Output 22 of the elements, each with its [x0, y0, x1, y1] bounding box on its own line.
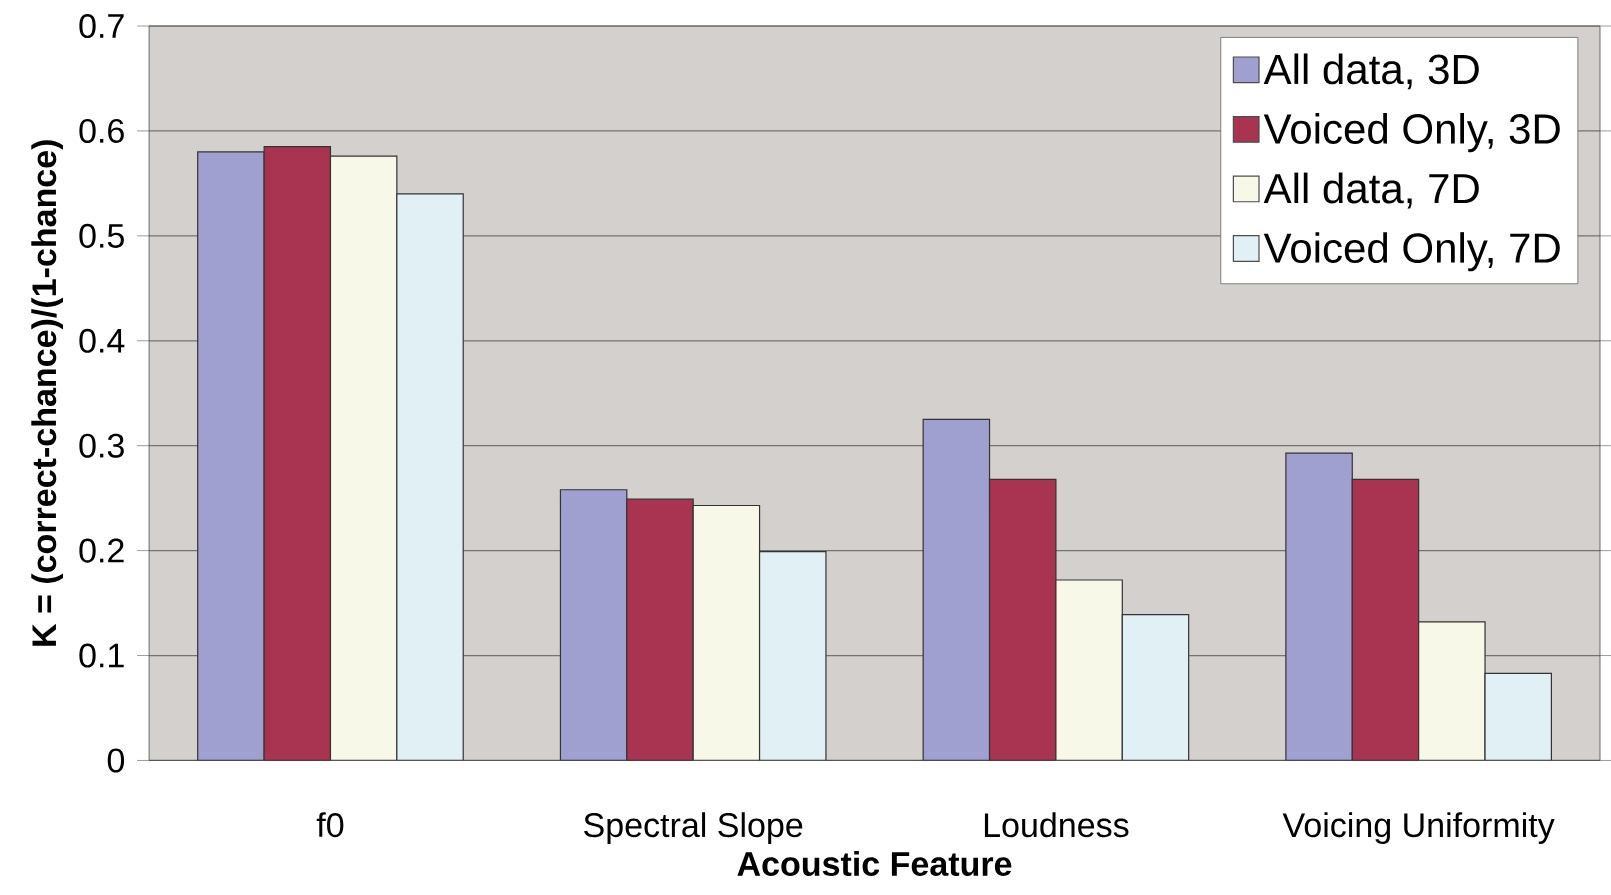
- x-tick-label: Loudness: [984, 812, 1129, 838]
- y-tick-label: 0.4: [79, 328, 125, 354]
- bar: [626, 498, 694, 761]
- y-tick-label: 0.6: [79, 119, 124, 144]
- legend-label: Voiced Only, 7D: [1263, 232, 1560, 272]
- legend-label: Voiced Only, 3D: [1263, 113, 1560, 153]
- y-axis-title: K = (correct-chance)/(1-chance): [31, 140, 63, 646]
- x-tick-label: f0: [316, 812, 344, 838]
- x-tick-label: Voicing Uniformity: [1282, 812, 1555, 845]
- y-tick-label: 0.5: [79, 224, 124, 249]
- bar: [1351, 478, 1420, 761]
- y-tick-label: 0.1: [79, 643, 124, 668]
- y-tick-label: 0.2: [79, 538, 124, 563]
- legend-label: All data, 7D: [1263, 172, 1479, 209]
- legend-label: All data, 3D: [1263, 53, 1479, 90]
- y-tick-label: 0.7: [79, 14, 124, 39]
- bar: [263, 146, 332, 761]
- y-tick-label: 0: [107, 748, 125, 773]
- x-tick-label: Spectral Slope: [584, 812, 803, 845]
- y-tick-label: 0.3: [79, 433, 124, 458]
- bar: [988, 478, 1057, 761]
- x-axis-title: Acoustic Feature: [737, 851, 1012, 877]
